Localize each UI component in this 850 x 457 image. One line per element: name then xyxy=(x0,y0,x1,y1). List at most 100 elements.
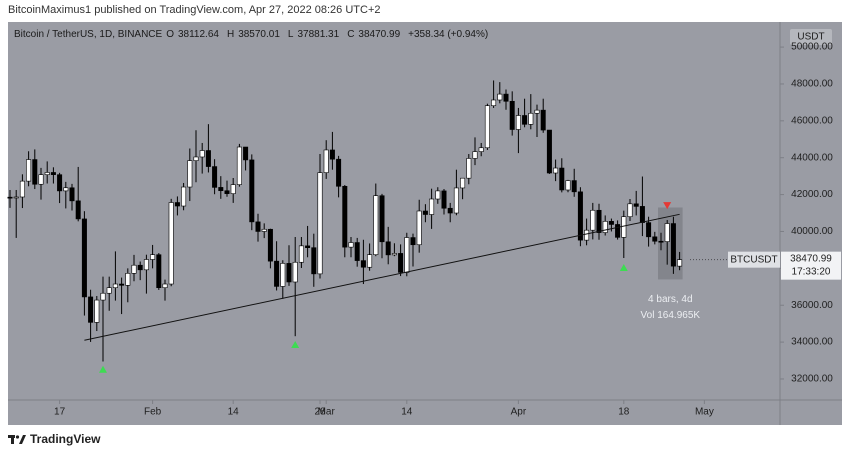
candle-body xyxy=(137,264,143,271)
x-tick-label: May xyxy=(695,407,714,418)
candle-body xyxy=(652,236,658,242)
y-tick-label: 36000.00 xyxy=(791,300,833,311)
candle-body xyxy=(646,222,652,238)
candle-body xyxy=(143,259,149,271)
candle-body xyxy=(658,240,664,243)
signal-arrow xyxy=(619,263,628,271)
candle-body xyxy=(509,100,515,130)
candle-body xyxy=(230,184,236,194)
candle-body xyxy=(670,223,676,267)
x-tick-label: Mar xyxy=(318,407,336,418)
candle-body xyxy=(19,180,25,198)
candle-body xyxy=(261,228,267,232)
range-bars-label: 4 bars, 4d xyxy=(648,294,692,305)
candle-body xyxy=(298,245,304,263)
candle-body xyxy=(546,129,552,174)
symbol-legend: Bitcoin / TetherUS, 1D, BINANCE O 38112.64… xyxy=(14,29,492,40)
candle-body xyxy=(280,263,286,287)
x-tick-label: 17 xyxy=(54,407,66,418)
candle-body xyxy=(100,292,106,301)
candle-body xyxy=(553,167,559,174)
candle-body xyxy=(243,146,249,161)
x-tick-label: Feb xyxy=(144,407,162,418)
ohlc-key: L xyxy=(287,29,294,40)
symbol-tag-box xyxy=(728,251,780,268)
candle-body xyxy=(323,149,329,173)
candle-body xyxy=(13,196,19,199)
y-tick-label: 44000.00 xyxy=(791,152,833,163)
candle-body xyxy=(515,115,521,130)
candle-body xyxy=(187,160,193,188)
x-tick-label: Apr xyxy=(511,407,527,418)
candle-body xyxy=(311,247,317,275)
ohlc-key: O xyxy=(166,29,174,40)
y-tick-label: 34000.00 xyxy=(791,337,833,348)
x-tick-label: 28 xyxy=(314,407,326,418)
candle-body xyxy=(621,216,627,238)
candle-body xyxy=(472,151,478,159)
candle-body xyxy=(75,200,81,220)
candle-body xyxy=(571,180,577,193)
chart: USDT 32000.0034000.0036000.0038000.00400… xyxy=(7,22,842,425)
chart-background xyxy=(8,22,842,425)
candle-body xyxy=(7,196,13,199)
candle-body xyxy=(379,195,385,243)
candle-body xyxy=(249,159,255,223)
candle-body xyxy=(435,190,441,200)
candle-body xyxy=(38,174,44,185)
candle-body xyxy=(156,254,162,289)
candle-body xyxy=(88,296,94,323)
candle-body xyxy=(596,209,602,233)
candle-body xyxy=(410,237,416,246)
ohlc-item: L 37881.31 xyxy=(288,29,343,40)
candle-body xyxy=(404,237,410,273)
candle-body xyxy=(119,283,125,286)
currency-label: USDT xyxy=(797,32,824,43)
candle-body xyxy=(329,149,335,160)
candle-body xyxy=(174,202,180,207)
ohlc-value: 38570.01 xyxy=(238,29,280,40)
candle-body xyxy=(590,209,596,231)
candle-body xyxy=(305,245,311,248)
range-box xyxy=(658,207,683,280)
candle-body xyxy=(125,273,131,286)
ohlc-item: C 38470.99 xyxy=(347,29,404,40)
change: +358.34 (+0.94%) xyxy=(408,29,489,40)
candle-body xyxy=(633,203,639,207)
candle-body xyxy=(565,180,571,191)
candle-body xyxy=(26,159,32,182)
candle-body xyxy=(218,187,224,192)
candle-body xyxy=(131,264,137,274)
candle-body xyxy=(255,221,261,232)
candle-body xyxy=(664,223,670,242)
candle-body xyxy=(348,242,354,248)
x-tick-label: 14 xyxy=(228,407,240,418)
candle-body xyxy=(429,198,435,215)
ohlc-key: C xyxy=(347,29,355,40)
countdown: 17:33:20 xyxy=(792,266,831,277)
candle-body xyxy=(503,93,509,102)
ohlc-item: O 38112.64 xyxy=(166,29,223,40)
candle-body xyxy=(150,254,156,260)
y-tick-label: 42000.00 xyxy=(791,189,833,200)
candle-body xyxy=(559,167,565,191)
candle-body xyxy=(540,109,546,131)
candle-body xyxy=(236,146,242,185)
symbol-title: Bitcoin / TetherUS, 1D, BINANCE xyxy=(14,29,163,40)
y-tick-label: 48000.00 xyxy=(791,79,833,90)
candle-body xyxy=(577,191,583,241)
candle-body xyxy=(385,241,391,256)
candle-body xyxy=(453,187,459,214)
candle-body xyxy=(50,172,56,175)
candle-body xyxy=(528,112,534,125)
brand: TradingView xyxy=(30,432,101,446)
candle-body xyxy=(69,187,75,202)
candle-body xyxy=(199,150,205,158)
candle-body xyxy=(205,150,211,167)
candle-body xyxy=(168,202,174,285)
ohlc-item: H 38570.01 xyxy=(227,29,284,40)
candle-body xyxy=(336,158,342,187)
candle-body xyxy=(639,206,645,223)
candle-body xyxy=(267,228,273,262)
candle-body xyxy=(224,190,230,194)
